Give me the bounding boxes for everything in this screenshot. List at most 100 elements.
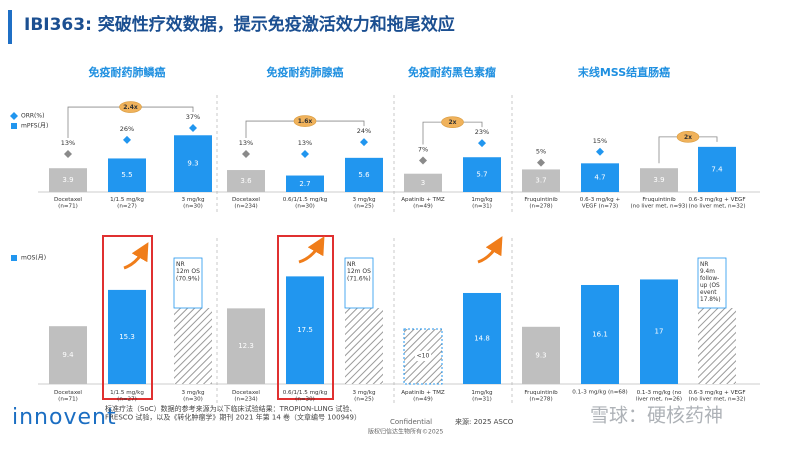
orr-label: 24% bbox=[357, 127, 371, 135]
mos-label-box bbox=[415, 351, 431, 361]
mpfs-value: 3.9 bbox=[653, 176, 664, 184]
pfs-x-label: Apatinib + TMZ (n=49) bbox=[401, 197, 445, 210]
nr-note-box bbox=[344, 257, 374, 309]
mos-bar bbox=[581, 284, 619, 384]
slide-title: IBI363: 突破性疗效数据，提示免疫激活效力和拖尾效应 bbox=[24, 14, 455, 35]
pfs-x-label: Docetaxel (n=71) bbox=[54, 197, 82, 210]
nr-note: NR 9.4m follow-up (OS event 17.8%) bbox=[700, 262, 721, 303]
fold-label: 1.6x bbox=[298, 118, 313, 125]
mpfs-value: 3.9 bbox=[62, 176, 73, 184]
orr-label: 7% bbox=[418, 145, 428, 153]
orr-label: 26% bbox=[120, 125, 134, 133]
mpfs-bar bbox=[522, 169, 560, 192]
mpfs-value: 5.7 bbox=[476, 171, 487, 179]
legend-mos: mOS(月) bbox=[21, 255, 46, 262]
mpfs-bar bbox=[286, 175, 324, 192]
os-x-label: 3 mg/kg (n=30) bbox=[181, 390, 204, 403]
legend-square bbox=[11, 255, 17, 261]
mpfs-bar bbox=[108, 158, 146, 192]
fold-badge bbox=[676, 131, 700, 143]
os-x-label: 1mg/kg (n=31) bbox=[471, 390, 493, 403]
mos-bar-hatched bbox=[698, 308, 736, 384]
orr-diamond bbox=[189, 124, 197, 133]
os-x-label: Fruquintinib (n=278) bbox=[524, 390, 558, 403]
source: 来源: 2025 ASCO bbox=[455, 417, 514, 426]
fold-label: 2x bbox=[684, 134, 692, 141]
panel-title: 免疫耐药肺鳞癌 bbox=[89, 65, 166, 79]
fold-badge bbox=[441, 116, 464, 128]
mos-bar bbox=[49, 326, 87, 384]
watermark: 雪球：硬核药神 bbox=[590, 405, 723, 427]
mos-value: 9.3 bbox=[535, 351, 546, 359]
mpfs-value: 3.7 bbox=[535, 177, 546, 185]
mos-value: 17 bbox=[655, 328, 664, 336]
highlight-box bbox=[102, 235, 153, 400]
mpfs-bar bbox=[227, 170, 265, 192]
dividers bbox=[216, 95, 513, 405]
orr-label: 13% bbox=[61, 139, 75, 147]
pfs-x-label: 1/1.5 mg/kg (n=27) bbox=[110, 197, 144, 210]
orr-diamond bbox=[242, 149, 250, 158]
orr-diamond bbox=[478, 139, 486, 148]
os-x-label: Docetaxel (n=71) bbox=[54, 390, 82, 403]
pfs-x-label: 0.6/1/1.5 mg/kg (n=30) bbox=[283, 197, 328, 210]
title-accent bbox=[8, 10, 12, 44]
fold-label: 2.4x bbox=[123, 104, 138, 111]
panel-title: 免疫耐药肺腺癌 bbox=[267, 65, 344, 79]
mpfs-bar bbox=[463, 157, 501, 192]
mpfs-bar bbox=[174, 135, 212, 192]
footnote: 标准疗法（SoC）数据的参考来源为以下临床试验结果：TROPION-LUNG 试… bbox=[105, 404, 361, 421]
pfs-x-label: 1mg/kg (n=31) bbox=[471, 197, 493, 210]
mpfs-bar bbox=[581, 163, 619, 192]
orr-label: 23% bbox=[475, 128, 489, 136]
fold-badge bbox=[119, 101, 142, 113]
orr-diamond bbox=[537, 158, 545, 167]
nr-note: NR 12m OS (70.9%) bbox=[176, 261, 200, 282]
mpfs-value: 9.3 bbox=[187, 160, 198, 168]
trend-arrow bbox=[298, 236, 325, 264]
mos-value: 14.8 bbox=[474, 334, 490, 342]
nr-note-box bbox=[173, 257, 203, 309]
orr-diamond bbox=[360, 138, 368, 147]
mos-value: 17.5 bbox=[297, 326, 313, 334]
confidential: Confidential bbox=[390, 418, 432, 426]
mos-bar bbox=[286, 276, 324, 384]
mpfs-value: 7.4 bbox=[711, 165, 723, 173]
panel-title: 末线MSS结直肠癌 bbox=[577, 65, 670, 79]
mpfs-bar bbox=[404, 173, 442, 192]
trend-arrow bbox=[477, 236, 503, 264]
fold-label: 2x bbox=[448, 119, 456, 126]
mos-bar-hatched bbox=[345, 308, 383, 384]
mos-bar-hatched bbox=[174, 308, 212, 384]
mpfs-value: 5.5 bbox=[121, 171, 132, 179]
mos-value: 9.4 bbox=[62, 351, 74, 359]
os-x-label: Docetaxel (n=234) bbox=[232, 390, 260, 403]
mpfs-bar bbox=[49, 168, 87, 192]
os-x-label: 0.1-3 mg/kg (no liver met, n=26) bbox=[636, 390, 682, 403]
os-x-label: 0.6/1/1.5 mg/kg (n=30) bbox=[283, 390, 328, 403]
os-x-label: Apatinib + TMZ (n=49) bbox=[401, 390, 445, 403]
pfs-x-label: 0.6-3 mg/kg + VEGF (no liver met, n=32) bbox=[688, 197, 745, 210]
mpfs-value: 5.6 bbox=[358, 171, 370, 179]
os-x-label: 0.6-3 mg/kg + VEGF (no liver met, n=32) bbox=[688, 390, 745, 403]
legend-diamond bbox=[10, 112, 18, 120]
mos-value: 16.1 bbox=[592, 330, 608, 338]
os-x-label: 0.1-3 mg/kg (n=68) bbox=[572, 390, 627, 396]
nr-note: NR 12m OS (71.6%) bbox=[347, 261, 371, 282]
orr-label: 15% bbox=[593, 137, 607, 145]
orr-diamond bbox=[596, 147, 604, 156]
os-x-label: 1/1.5 mg/kg (n=27) bbox=[110, 390, 144, 403]
mos-bar bbox=[463, 292, 501, 384]
mpfs-value: 3 bbox=[421, 179, 425, 187]
panel-title: 免疫耐药黑色素瘤 bbox=[408, 65, 496, 79]
orr-label: 13% bbox=[239, 139, 253, 147]
copyright: 版权归信达生物所有©2025 bbox=[368, 428, 443, 436]
orr-diamond bbox=[419, 156, 427, 165]
mos-value: 15.3 bbox=[119, 333, 135, 341]
legend-orr: ORR(%) bbox=[21, 113, 44, 120]
mpfs-bar bbox=[640, 168, 678, 192]
mpfs-bar bbox=[698, 146, 736, 192]
pfs-x-label: Fruquintinib (no liver met, n=93) bbox=[630, 197, 687, 210]
pfs-x-label: 0.6-3 mg/kg + VEGF (n=73) bbox=[580, 197, 621, 210]
